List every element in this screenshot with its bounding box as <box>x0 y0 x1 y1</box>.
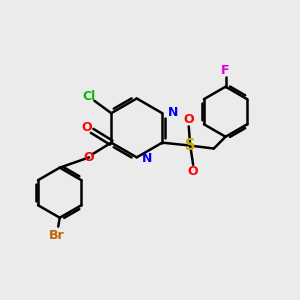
Text: Cl: Cl <box>82 91 96 103</box>
Text: O: O <box>84 151 94 164</box>
Text: N: N <box>142 152 152 165</box>
Text: O: O <box>183 113 194 126</box>
Text: F: F <box>221 64 230 77</box>
Text: S: S <box>185 138 196 153</box>
Text: O: O <box>82 122 92 134</box>
Text: N: N <box>167 106 178 119</box>
Text: Br: Br <box>49 229 64 242</box>
Text: O: O <box>188 165 199 178</box>
